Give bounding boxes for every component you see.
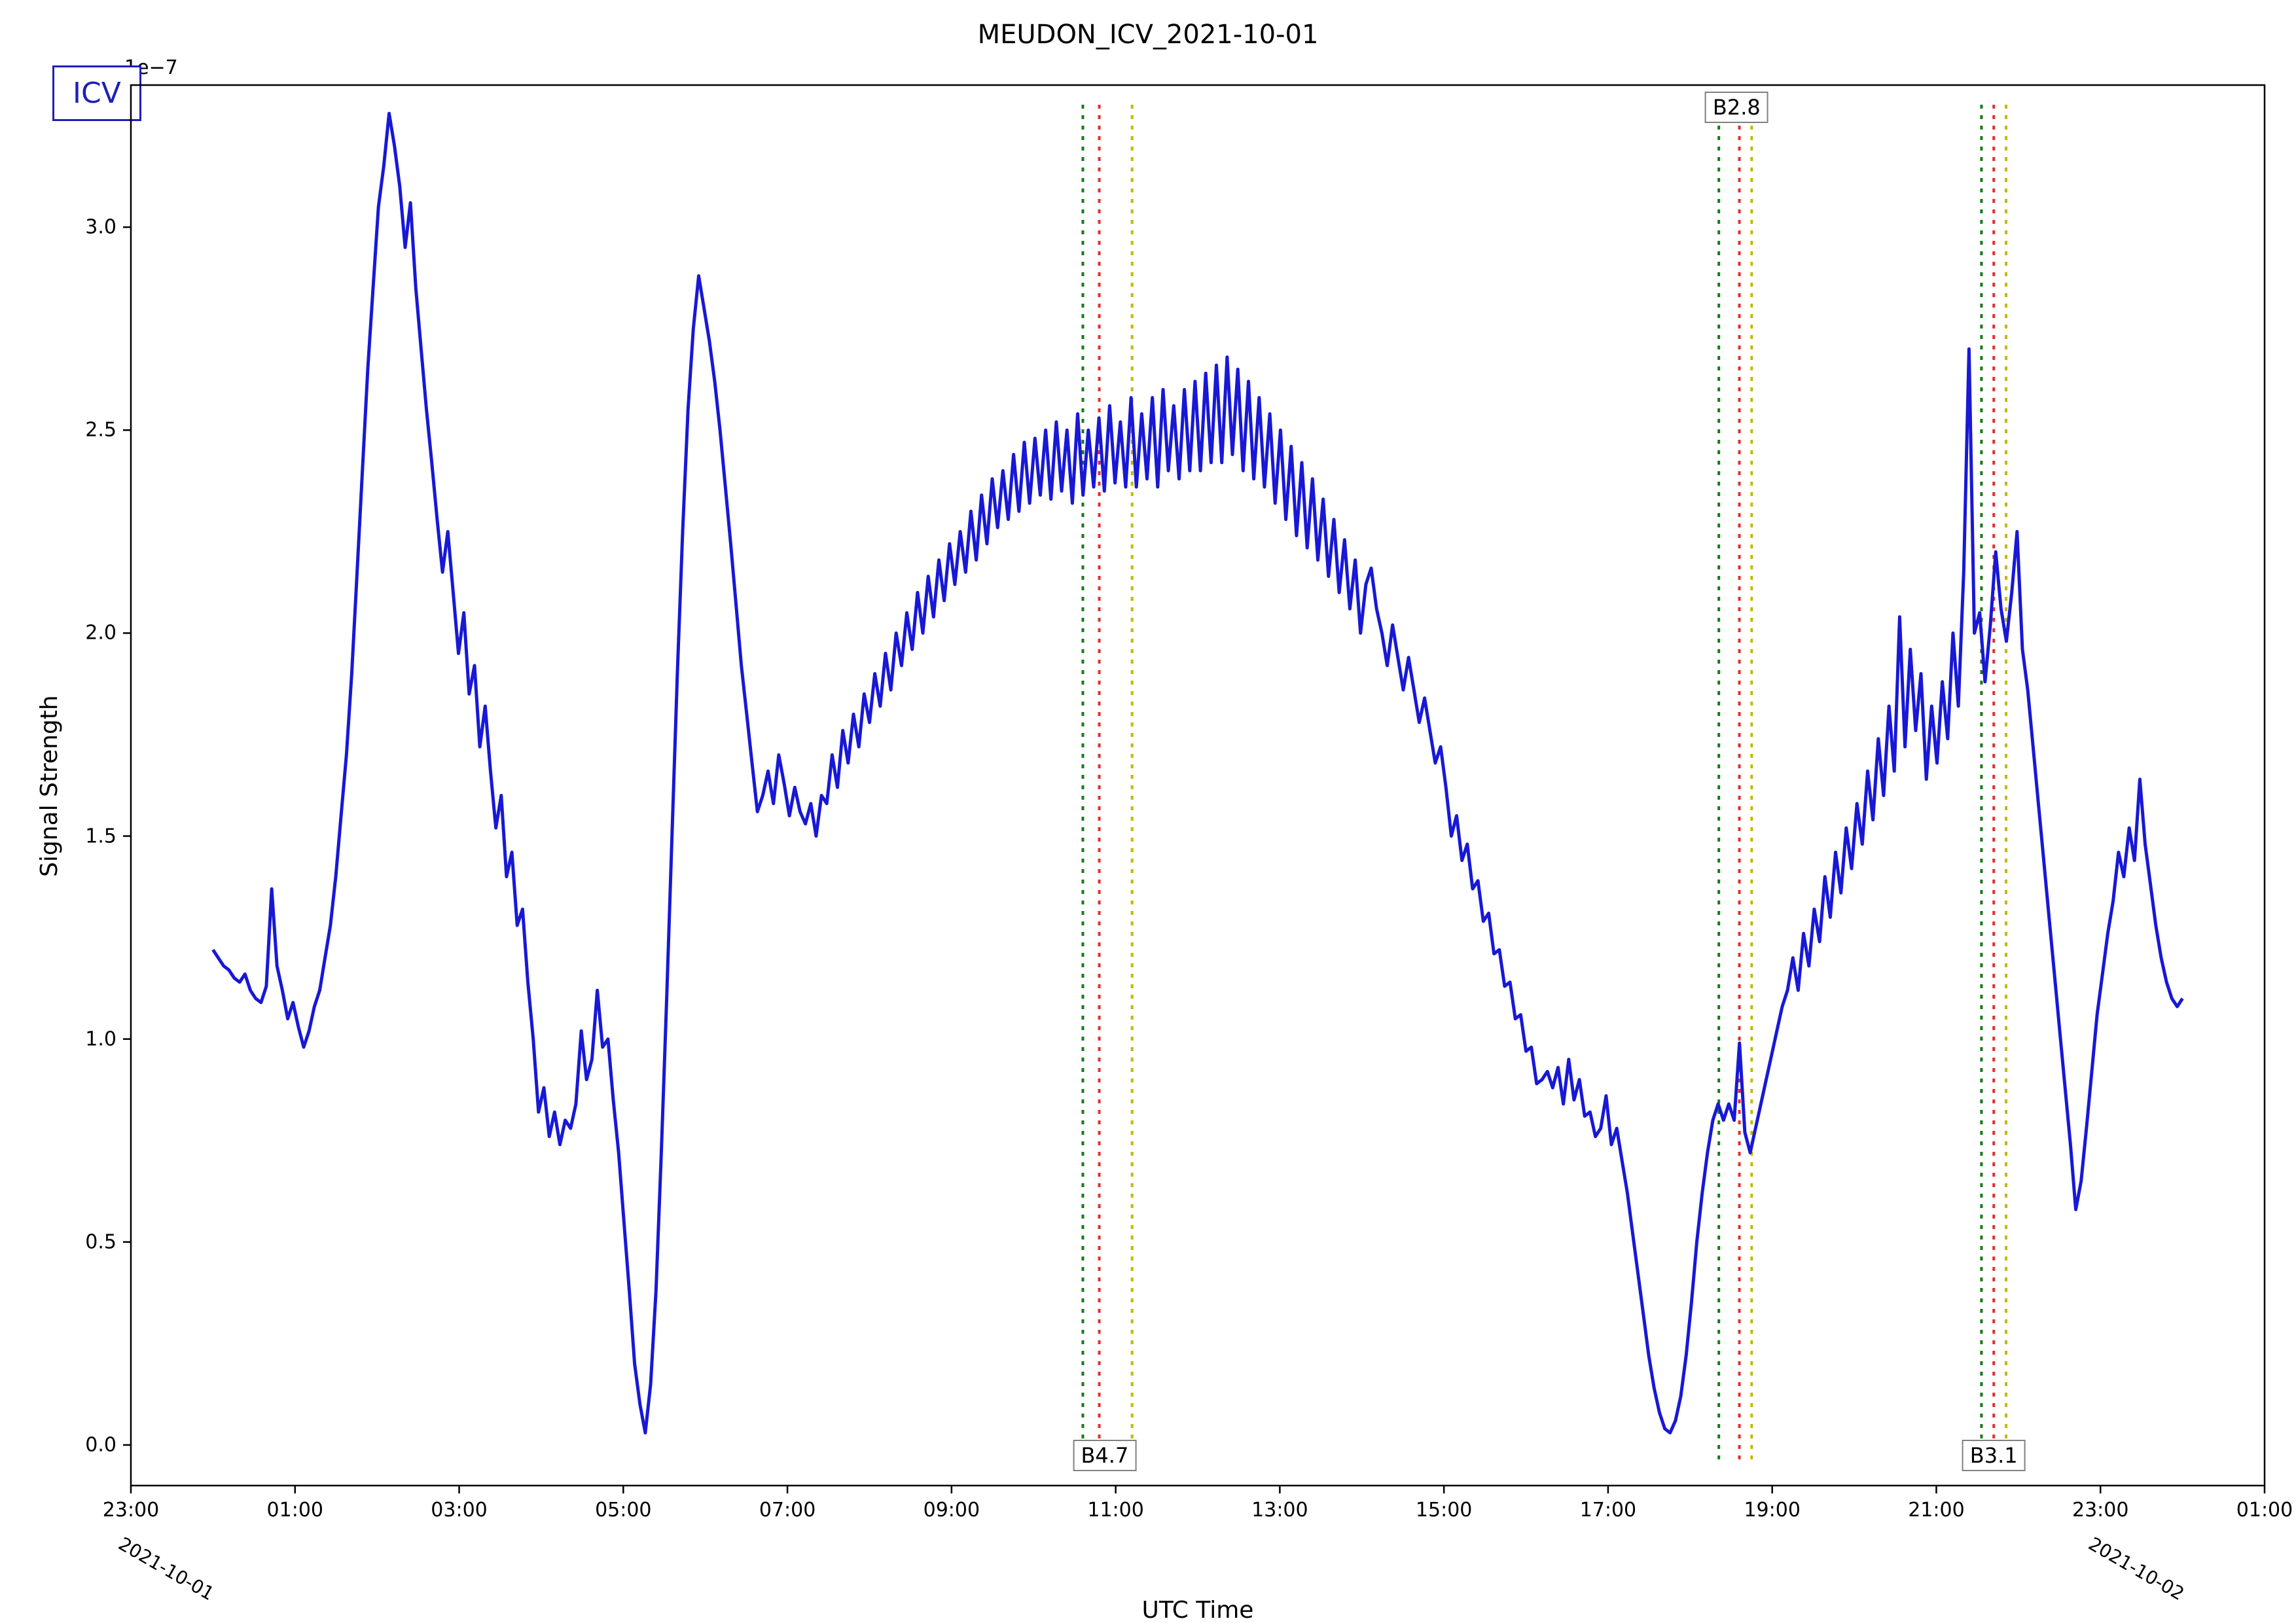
event-tag: B3.1 [1962,1440,2026,1471]
ytick-label: 0.0 [64,1433,117,1456]
ytick-label: 2.5 [64,419,117,442]
xtick-label: 21:00 [1908,1499,1964,1522]
xtick-label: 03:00 [431,1499,487,1522]
series-line [213,113,2182,1433]
xtick-label: 17:00 [1580,1499,1636,1522]
xtick-label: 11:00 [1087,1499,1143,1522]
xtick-label: 07:00 [759,1499,816,1522]
xtick-label: 01:00 [2236,1499,2293,1522]
figure: MEUDON_ICV_2021-10-01 1e−7 ICV Signal St… [0,0,2296,1623]
xtick-label: 15:00 [1416,1499,1472,1522]
xtick-label: 23:00 [2072,1499,2128,1522]
xtick-label: 05:00 [595,1499,651,1522]
xtick-label: 01:00 [267,1499,323,1522]
chart-svg [0,0,2296,1623]
xtick-label: 09:00 [924,1499,980,1522]
ytick-label: 1.5 [64,825,117,847]
ytick-label: 0.5 [64,1230,117,1253]
ytick-label: 2.0 [64,622,117,645]
ytick-label: 1.0 [64,1027,117,1050]
event-tag: B4.7 [1073,1440,1136,1471]
ytick-label: 3.0 [64,216,117,239]
xtick-label: 13:00 [1251,1499,1308,1522]
xtick-label: 19:00 [1744,1499,1800,1522]
event-tag: B2.8 [1705,92,1768,123]
xtick-label: 23:00 [103,1499,159,1522]
